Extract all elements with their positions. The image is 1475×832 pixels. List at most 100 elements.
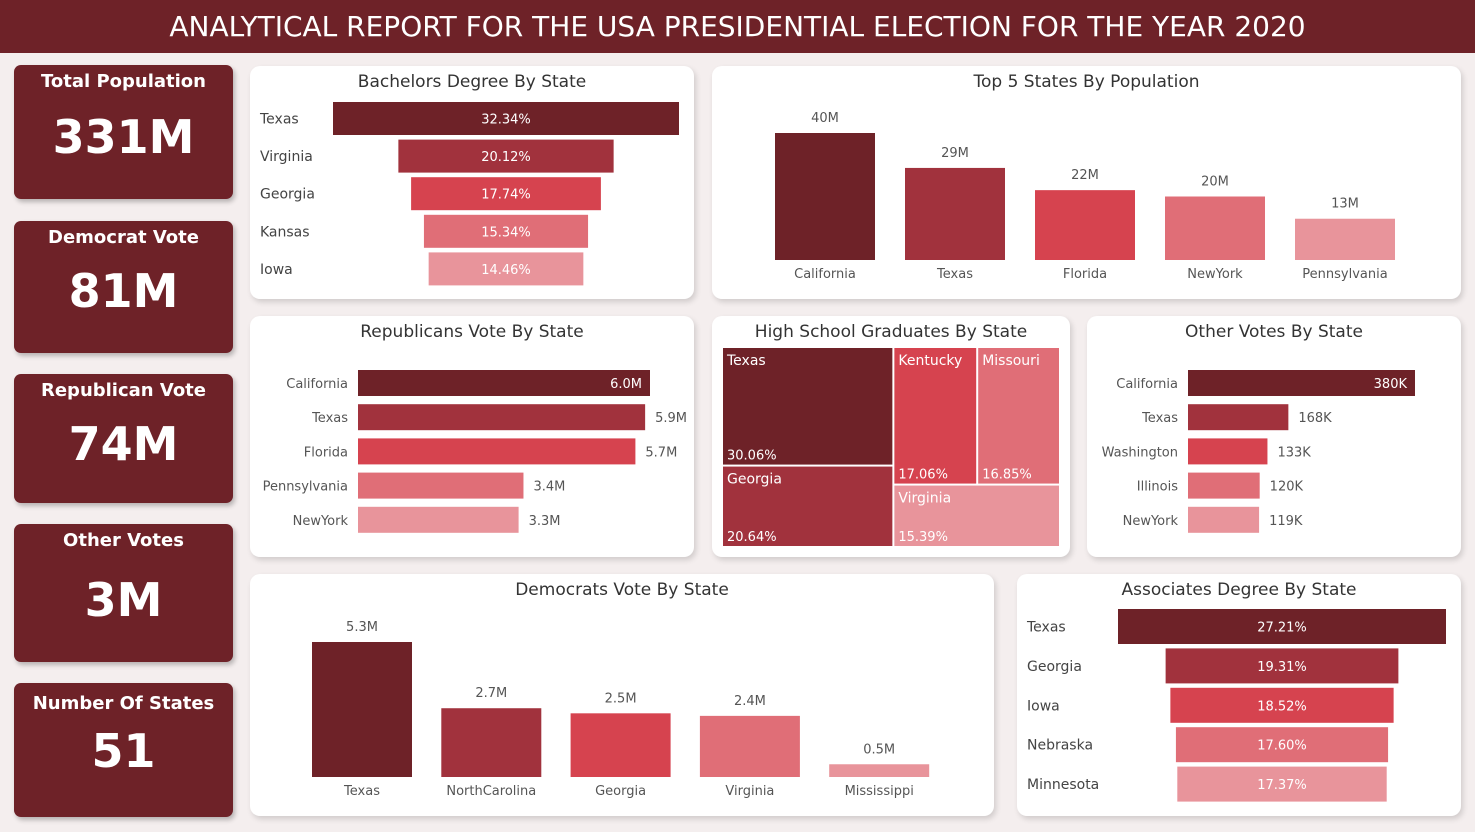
kpi-label: Other Votes	[63, 530, 184, 551]
data-label: 119K	[1269, 514, 1303, 529]
horizontal-bar	[1188, 404, 1289, 431]
funnel-bar	[1175, 727, 1389, 763]
column-bar	[829, 764, 930, 777]
category-label: Pennsylvania	[263, 480, 348, 495]
high-school-treemap: Texas 30.06% Georgia 20.64% Kentucky 17.06% Mi…	[723, 348, 1059, 546]
kpi-democrat-vote: Democrat Vote 81M	[14, 221, 233, 353]
data-label: 29M	[941, 146, 969, 161]
category-label: Iowa	[260, 262, 293, 278]
kpi-total-population: Total Population 331M	[14, 65, 233, 199]
chart-title: High School Graduates By State	[754, 322, 1028, 342]
chart-title: Democrats Vote By State	[515, 580, 729, 600]
column-bar	[570, 713, 671, 777]
horizontal-bar	[358, 472, 524, 499]
kpi-value: 331M	[52, 110, 195, 164]
data-label: 22M	[1071, 168, 1099, 183]
associates-funnel-chart: Texas 27.21% Georgia 19.31% Iowa 18.52% Nebras…	[1026, 609, 1446, 802]
category-label: Iowa	[1027, 698, 1060, 714]
democrats-vote-card: Democrats Vote By State 5.3M Texas 2.7M Nor…	[250, 574, 994, 816]
data-label: 2.4M	[734, 694, 766, 709]
category-label: California	[1116, 377, 1178, 392]
data-label: 5.9M	[655, 411, 687, 426]
category-label: Georgia	[595, 784, 646, 799]
data-label: 20.12%	[481, 150, 531, 165]
kpi-label: Democrat Vote	[48, 227, 199, 248]
category-label: Washington	[1102, 445, 1178, 460]
data-label: 27.21%	[1257, 621, 1307, 636]
column-bar	[1295, 218, 1395, 260]
category-label: Florida	[1063, 267, 1107, 282]
category-label: Pennsylvania	[1302, 267, 1387, 282]
data-label: 17.37%	[1257, 778, 1307, 793]
category-label: Nebraska	[1027, 738, 1093, 754]
data-label: 19.31%	[1257, 660, 1307, 675]
category-label: Florida	[304, 445, 348, 460]
funnel-bar	[411, 177, 601, 211]
report-title: ANALYTICAL REPORT FOR THE USA PRESIDENTI…	[0, 0, 1475, 53]
column-bar	[699, 715, 800, 777]
data-label: 30.06%	[727, 449, 777, 464]
kpi-other-votes: Other Votes 3M	[14, 524, 233, 662]
data-label: 2.7M	[475, 686, 507, 701]
funnel-bar	[333, 102, 679, 135]
data-label: 5.3M	[346, 620, 378, 635]
data-label: 380K	[1374, 377, 1408, 392]
treemap-tile	[894, 348, 977, 484]
column-bar	[441, 708, 542, 777]
column-bar	[312, 642, 412, 777]
data-label: 15.39%	[898, 530, 948, 545]
kpi-label: Total Population	[41, 71, 206, 92]
category-label: Mississippi	[845, 784, 914, 799]
democrats-bar-chart: 5.3M Texas 2.7M NorthCarolina 2.5M Georgia 2.4…	[312, 620, 930, 799]
data-label: 17.06%	[898, 468, 948, 483]
category-label: Georgia	[260, 187, 315, 203]
category-label: Virginia	[725, 784, 774, 799]
treemap-tile	[723, 466, 893, 546]
funnel-bar	[398, 139, 614, 173]
data-label: 17.60%	[1257, 739, 1307, 754]
chart-title: Republicans Vote By State	[360, 322, 584, 342]
category-label: California	[286, 377, 348, 392]
bachelors-degree-card: Bachelors Degree By State Texas 32.34% Vir…	[250, 66, 694, 299]
horizontal-bar	[358, 370, 650, 396]
category-label: NewYork	[1187, 267, 1243, 282]
horizontal-bar	[1188, 370, 1415, 396]
data-label: 20.64%	[727, 530, 777, 545]
other-votes-bar-chart: California 380K Texas 168K Washington 133K Ill…	[1102, 370, 1415, 533]
category-label: Texas	[936, 267, 973, 282]
data-label: 15.34%	[481, 225, 531, 240]
kpi-label: Republican Vote	[40, 380, 206, 401]
kpi-value: 81M	[68, 264, 179, 318]
column-bar	[775, 133, 875, 260]
data-label: 5.7M	[645, 445, 677, 460]
data-label: 3.4M	[533, 480, 565, 495]
category-label: Texas	[259, 112, 299, 128]
data-label: 16.85%	[982, 468, 1032, 483]
data-label: 17.74%	[481, 188, 531, 203]
republicans-vote-card: Republicans Vote By State California 6.0M…	[250, 316, 694, 557]
category-label: Georgia	[727, 472, 782, 488]
data-label: 40M	[811, 111, 839, 126]
funnel-bar	[1177, 766, 1387, 802]
category-label: Georgia	[1027, 659, 1082, 675]
funnel-bar	[1118, 609, 1446, 644]
horizontal-bar	[358, 506, 519, 533]
category-label: Texas	[726, 353, 766, 369]
column-bar	[905, 167, 1005, 260]
chart-title: Associates Degree By State	[1121, 580, 1357, 600]
category-label: Missouri	[982, 353, 1040, 369]
column-bar	[1165, 196, 1265, 260]
category-label: Texas	[311, 411, 348, 426]
category-label: Virginia	[260, 149, 313, 165]
treemap-tile	[894, 485, 1059, 546]
treemap-tile	[723, 348, 893, 465]
top5-population-chart: 40M California 29M Texas 22M Florida 20M NewYor…	[775, 111, 1395, 282]
top5-population-card: Top 5 States By Population 40M California…	[712, 66, 1461, 299]
kpi-number-of-states: Number Of States 51	[14, 683, 233, 817]
data-label: 18.52%	[1257, 699, 1307, 714]
data-label: 3.3M	[529, 514, 561, 529]
data-label: 20M	[1201, 175, 1229, 190]
kpi-value: 74M	[68, 417, 179, 471]
horizontal-bar	[1188, 472, 1260, 499]
bachelors-funnel-chart: Texas 32.34% Virginia 20.12% Georgia 17.74% Ka…	[259, 102, 679, 286]
